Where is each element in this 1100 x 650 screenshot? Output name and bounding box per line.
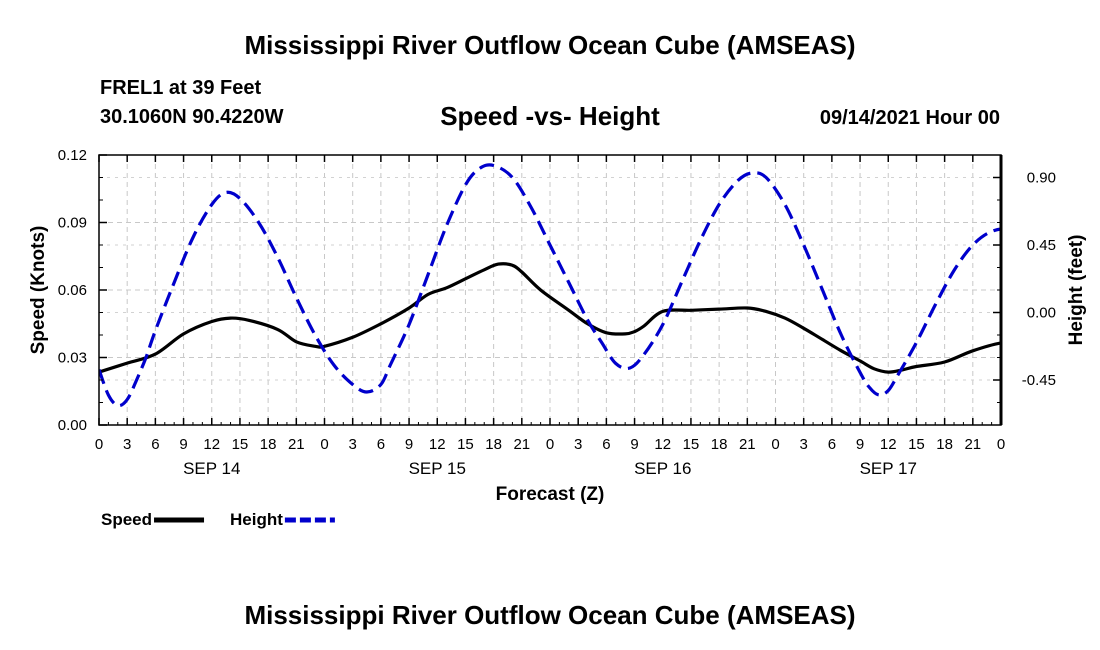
y-right-tick-label: 0.90 [1027, 170, 1056, 187]
x-tick-label: 18 [936, 436, 953, 453]
day-label: SEP 15 [409, 459, 466, 478]
x-tick-label: 21 [964, 436, 981, 453]
x-tick-label: 9 [405, 436, 413, 453]
x-tick-label: 0 [320, 436, 328, 453]
x-tick-label: 21 [513, 436, 530, 453]
x-tick-label: 9 [856, 436, 864, 453]
x-tick-label: 3 [349, 436, 357, 453]
x-tick-label: 6 [602, 436, 610, 453]
y-left-tick-label: 0.09 [58, 215, 87, 232]
x-tick-label: 15 [683, 436, 700, 453]
y-right-tick-label: -0.45 [1022, 372, 1056, 389]
x-tick-label: 3 [574, 436, 582, 453]
x-tick-label: 0 [771, 436, 779, 453]
chart-subtitle: Speed -vs- Height [440, 101, 660, 131]
station-label: FREL1 at 39 Feet [100, 77, 262, 99]
legend-label-height: Height [230, 510, 283, 529]
x-tick-label: 18 [260, 436, 277, 453]
x-tick-label: 12 [429, 436, 446, 453]
y-left-tick-label: 0.00 [58, 417, 87, 434]
day-label: SEP 17 [860, 459, 917, 478]
labels-layer: 0 3 6 9 12 15 18 21 0 3 6 9 12 15 18 21 0 3 6 9 12 15 18 21 0 3 6 9… [28, 147, 1087, 505]
x-tick-label: 18 [485, 436, 502, 453]
grid-layer [99, 155, 1001, 425]
y-left-axis-title: Speed (Knots) [28, 226, 49, 355]
x-tick-label: 9 [630, 436, 638, 453]
x-tick-label: 15 [457, 436, 474, 453]
forecast-datetime: 09/14/2021 Hour 00 [819, 107, 1000, 129]
day-label: SEP 14 [183, 459, 240, 478]
y-right-tick-label: 0.45 [1027, 237, 1056, 254]
legend-layer: Speed Height [101, 510, 335, 529]
x-tick-label: 12 [203, 436, 220, 453]
x-tick-label: 6 [828, 436, 836, 453]
x-tick-label: 9 [179, 436, 187, 453]
day-label: SEP 16 [634, 459, 691, 478]
x-tick-label: 6 [377, 436, 385, 453]
chart-title-bottom: Mississippi River Outflow Ocean Cube (AM… [244, 600, 856, 630]
speed-series-line [99, 262, 1001, 374]
y-left-tick-label: 0.03 [58, 350, 87, 367]
y-right-tick-label: 0.00 [1027, 305, 1056, 322]
x-tick-label: 21 [288, 436, 305, 453]
x-tick-label: 12 [880, 436, 897, 453]
x-tick-label: 3 [123, 436, 131, 453]
x-tick-label: 15 [232, 436, 249, 453]
x-tick-label: 6 [151, 436, 159, 453]
x-tick-label: 12 [654, 436, 671, 453]
y-right-axis-title: Height (feet) [1066, 235, 1087, 346]
series-layer [99, 163, 1001, 408]
axes-layer [98, 154, 1003, 426]
y-left-tick-label: 0.06 [58, 282, 87, 299]
x-tick-label: 3 [800, 436, 808, 453]
chart-title-top: Mississippi River Outflow Ocean Cube (AM… [244, 30, 856, 60]
legend-label-speed: Speed [101, 510, 152, 529]
x-tick-label: 0 [997, 436, 1005, 453]
x-axis-title: Forecast (Z) [496, 484, 605, 505]
x-tick-label: 18 [711, 436, 728, 453]
x-tick-label: 21 [739, 436, 756, 453]
station-coordinates: 30.1060N 90.4220W [100, 106, 284, 128]
x-tick-label: 15 [908, 436, 925, 453]
y-left-tick-label: 0.12 [58, 147, 87, 164]
x-tick-label: 0 [546, 436, 554, 453]
x-tick-label: 0 [95, 436, 103, 453]
height-series-line [99, 163, 1001, 408]
